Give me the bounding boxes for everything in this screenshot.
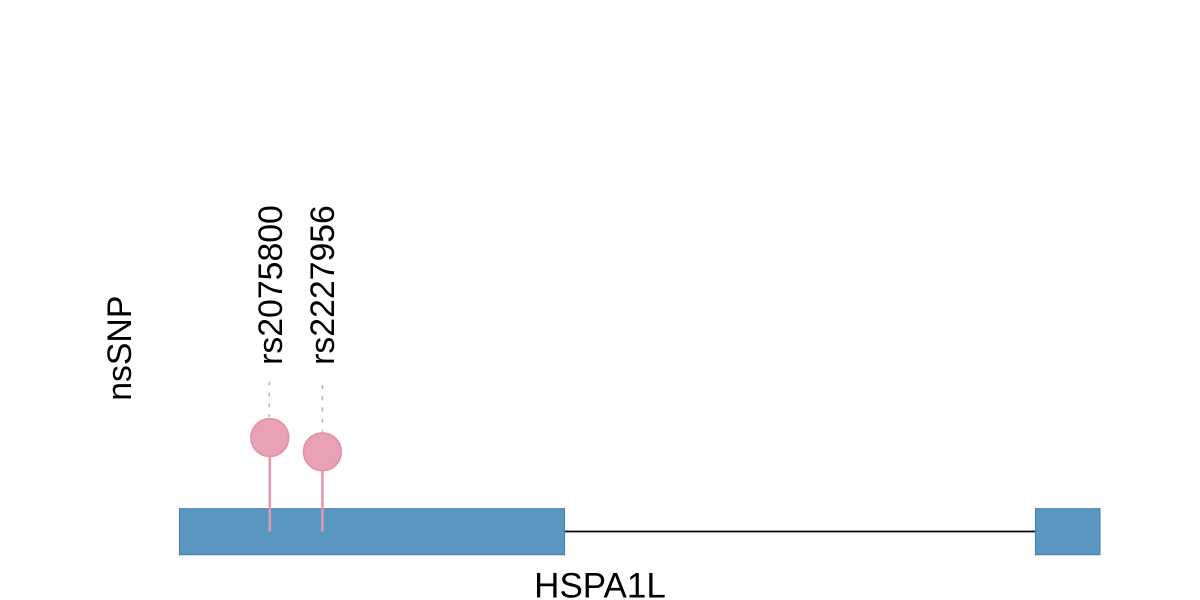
svg-text:nsSNP: nsSNP (101, 296, 139, 401)
svg-text:rs2075800: rs2075800 (252, 205, 290, 365)
svg-text:rs2227956: rs2227956 (304, 205, 342, 365)
svg-text:HSPA1L: HSPA1L (534, 567, 666, 600)
